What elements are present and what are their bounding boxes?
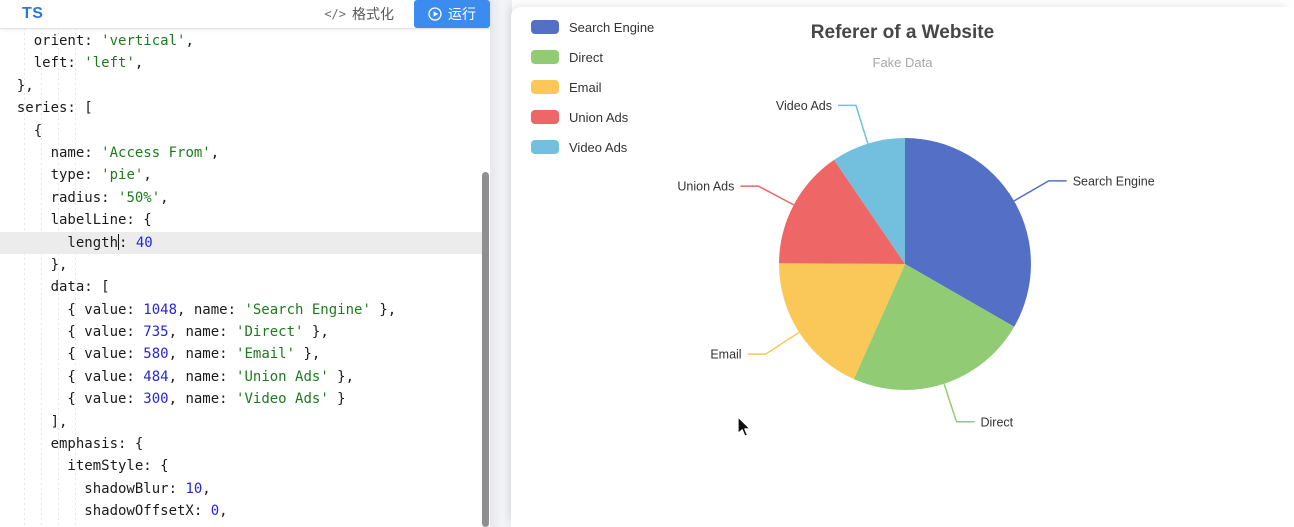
panel-divider[interactable]: [490, 0, 512, 527]
pie-label-line: [838, 104, 869, 144]
pie-label: Union Ads: [677, 180, 734, 194]
code-line[interactable]: name: 'Access From',: [0, 144, 220, 161]
pie-slice-direct[interactable]: [853, 264, 1015, 390]
pie-label: Email: [710, 348, 741, 362]
legend-marker: [531, 110, 559, 124]
language-badge[interactable]: TS: [22, 5, 44, 22]
legend-label: Union Ads: [569, 109, 629, 125]
pie-label: Video Ads: [776, 99, 832, 113]
chart-subtitle: Fake Data: [872, 55, 933, 70]
pie-label-line: [747, 331, 800, 355]
legend-item[interactable]: Direct: [531, 46, 654, 68]
code-line[interactable]: type: 'pie',: [0, 167, 152, 184]
pie-slice-search-engine[interactable]: [905, 138, 1031, 327]
pie-slice-email[interactable]: [778, 263, 905, 380]
code-line[interactable]: { value: 735, name: 'Direct' },: [0, 324, 329, 341]
code-line[interactable]: itemStyle: {: [0, 458, 169, 475]
legend-label: Search Engine: [569, 19, 655, 35]
code-editor-panel: TS </> 格式化 运行 orient: 'vertica: [0, 0, 490, 527]
text-caret: [118, 233, 120, 250]
legend-marker: [531, 50, 559, 64]
code-line[interactable]: radius: '50%',: [0, 189, 169, 206]
chart-title: Referer of a Website: [810, 22, 995, 43]
legend-marker: [531, 20, 559, 34]
indent-guide: [75, 28, 76, 527]
legend-item[interactable]: Search Engine: [531, 16, 654, 38]
run-button[interactable]: 运行: [414, 0, 490, 28]
pie-slice-union-ads[interactable]: [779, 159, 905, 264]
indent-guides: [0, 28, 482, 527]
code-line[interactable]: shadowOffsetX: 0,: [0, 503, 228, 520]
play-circle-icon: [428, 7, 442, 21]
legend-label: Video Ads: [569, 139, 628, 155]
code-line[interactable]: labelLine: {: [0, 212, 152, 229]
legend-item[interactable]: Video Ads: [531, 136, 654, 158]
code-line[interactable]: },: [0, 77, 34, 94]
code-line[interactable]: { value: 580, name: 'Email' },: [0, 346, 321, 363]
code-line[interactable]: },: [0, 256, 68, 273]
legend-label: Email: [569, 79, 602, 95]
legend-item[interactable]: Union Ads: [531, 106, 654, 128]
run-button-label: 运行: [448, 6, 476, 22]
chart-preview-panel: Referer of a Website Fake Data Search En…: [511, 7, 1294, 527]
indent-guide: [58, 28, 59, 527]
code-lines: orient: 'vertical', left: 'left', }, ser…: [0, 30, 482, 523]
legend-label: Direct: [569, 49, 603, 65]
legend-marker: [531, 80, 559, 94]
chart-legend: Search Engine Direct Email Union Ads Video A…: [531, 16, 654, 158]
editor-scrollbar[interactable]: [482, 172, 489, 527]
pie-chart-canvas[interactable]: Search Engine Direct Email Union Ads Video A…: [511, 7, 1294, 527]
code-line[interactable]: data: [: [0, 279, 110, 296]
code-line[interactable]: {: [0, 122, 43, 139]
code-line[interactable]: { value: 300, name: 'Video Ads' }: [0, 391, 346, 408]
legend-marker: [531, 140, 559, 154]
pie-label-line: [1013, 180, 1067, 202]
indent-guide: [41, 28, 42, 527]
pie-label-line: [740, 185, 795, 206]
code-line[interactable]: shadowBlur: 10,: [0, 480, 211, 497]
code-line[interactable]: { value: 1048, name: 'Search Engine' },: [0, 301, 397, 318]
code-line[interactable]: length: 40: [0, 231, 482, 254]
pie-slice-video-ads[interactable]: [834, 138, 905, 264]
code-line[interactable]: ],: [0, 413, 68, 430]
pie-label: Direct: [981, 415, 1014, 429]
format-button[interactable]: </> 格式化: [324, 4, 394, 24]
code-brackets-icon: </>: [324, 7, 346, 21]
format-button-label: 格式化: [352, 6, 394, 22]
legend-item[interactable]: Email: [531, 76, 654, 98]
pie-label-line: [943, 383, 975, 423]
code-line[interactable]: orient: 'vertical',: [0, 33, 194, 49]
code-line[interactable]: { value: 484, name: 'Union Ads' },: [0, 368, 355, 385]
code-editor[interactable]: orient: 'vertical', left: 'left', }, ser…: [0, 28, 490, 527]
editor-toolbar: TS </> 格式化 运行: [0, 0, 490, 29]
indent-guide: [24, 28, 25, 527]
code-line[interactable]: emphasis: {: [0, 436, 144, 453]
code-line[interactable]: left: 'left',: [0, 55, 144, 72]
code-line[interactable]: series: [: [0, 100, 93, 117]
pie-label: Search Engine: [1073, 174, 1155, 188]
